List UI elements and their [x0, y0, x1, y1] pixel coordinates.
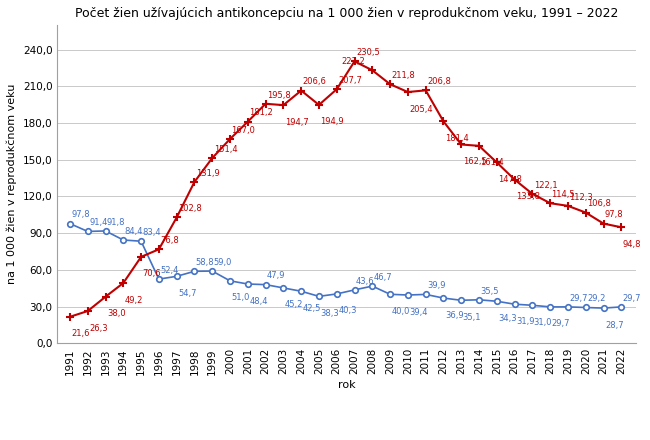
Text: 84,4: 84,4	[125, 227, 143, 236]
Text: 48,4: 48,4	[249, 297, 268, 305]
Text: 31,9: 31,9	[516, 317, 534, 326]
Title: Počet žien užívajúcich antikoncepciu na 1 000 žien v reprodukčnom veku, 1991 – 2: Počet žien užívajúcich antikoncepciu na …	[75, 7, 618, 20]
Text: 195,8: 195,8	[267, 91, 291, 99]
Text: 49,2: 49,2	[125, 296, 143, 304]
Text: 230,5: 230,5	[356, 48, 380, 57]
Text: 38,0: 38,0	[107, 309, 125, 318]
Text: 211,8: 211,8	[391, 71, 415, 80]
Text: 206,8: 206,8	[427, 77, 451, 86]
Text: 29,7: 29,7	[552, 319, 570, 328]
Text: 91,8: 91,8	[107, 218, 125, 227]
Text: 91,4: 91,4	[89, 218, 107, 227]
Text: 51,0: 51,0	[231, 293, 250, 302]
Text: 40,3: 40,3	[338, 306, 357, 315]
Text: 40,0: 40,0	[391, 307, 410, 316]
Text: 223,2: 223,2	[342, 57, 365, 66]
Text: 83,4: 83,4	[142, 228, 161, 237]
Text: 43,6: 43,6	[356, 277, 374, 286]
Text: 35,1: 35,1	[463, 313, 481, 322]
Text: 54,7: 54,7	[178, 289, 196, 298]
Text: 26,3: 26,3	[89, 323, 108, 333]
Text: 167,0: 167,0	[231, 126, 255, 135]
Text: 39,4: 39,4	[410, 308, 428, 316]
Text: 112,3: 112,3	[569, 193, 593, 202]
Text: 133,8: 133,8	[516, 192, 540, 201]
Text: 147,8: 147,8	[498, 175, 522, 184]
Text: 42,5: 42,5	[302, 304, 321, 313]
Text: 97,8: 97,8	[72, 210, 90, 220]
Text: 59,0: 59,0	[214, 258, 232, 267]
Text: 52,4: 52,4	[161, 266, 179, 275]
Text: 45,2: 45,2	[285, 301, 303, 309]
Text: 29,7: 29,7	[569, 294, 588, 303]
Text: 31,0: 31,0	[534, 318, 552, 327]
Text: 39,9: 39,9	[427, 281, 445, 290]
Text: 162,5: 162,5	[463, 157, 486, 166]
Text: 58,8: 58,8	[196, 258, 215, 267]
Text: 94,8: 94,8	[623, 240, 642, 249]
Text: 194,9: 194,9	[320, 117, 344, 126]
Y-axis label: na 1 000 žien v reprodukčnom veku: na 1 000 žien v reprodukčnom veku	[7, 84, 18, 284]
Text: 70,6: 70,6	[142, 269, 161, 279]
Text: 21,6: 21,6	[72, 329, 90, 338]
Text: 34,3: 34,3	[498, 314, 517, 323]
Text: 114,5: 114,5	[552, 190, 575, 199]
Text: 205,4: 205,4	[410, 105, 433, 114]
Text: 36,9: 36,9	[445, 311, 463, 319]
Text: 29,7: 29,7	[623, 294, 642, 303]
Text: 102,8: 102,8	[178, 204, 202, 213]
Text: 38,3: 38,3	[320, 309, 339, 318]
Text: 76,8: 76,8	[161, 236, 179, 245]
Text: 181,4: 181,4	[445, 134, 469, 143]
Text: 151,4: 151,4	[214, 145, 237, 154]
Text: 97,8: 97,8	[605, 210, 623, 220]
Text: 106,8: 106,8	[587, 199, 611, 209]
Text: 194,7: 194,7	[285, 117, 309, 127]
Text: 161,4: 161,4	[480, 158, 504, 167]
Text: 122,1: 122,1	[534, 181, 558, 190]
X-axis label: rok: rok	[338, 380, 356, 390]
Text: 206,6: 206,6	[302, 77, 326, 86]
Text: 28,7: 28,7	[605, 321, 623, 330]
Text: 47,9: 47,9	[267, 271, 285, 280]
Text: 35,5: 35,5	[480, 286, 499, 296]
Text: 46,7: 46,7	[374, 273, 393, 282]
Text: 207,7: 207,7	[338, 76, 362, 85]
Text: 181,2: 181,2	[249, 109, 273, 117]
Text: 131,9: 131,9	[196, 169, 220, 178]
Text: 29,2: 29,2	[587, 294, 606, 303]
